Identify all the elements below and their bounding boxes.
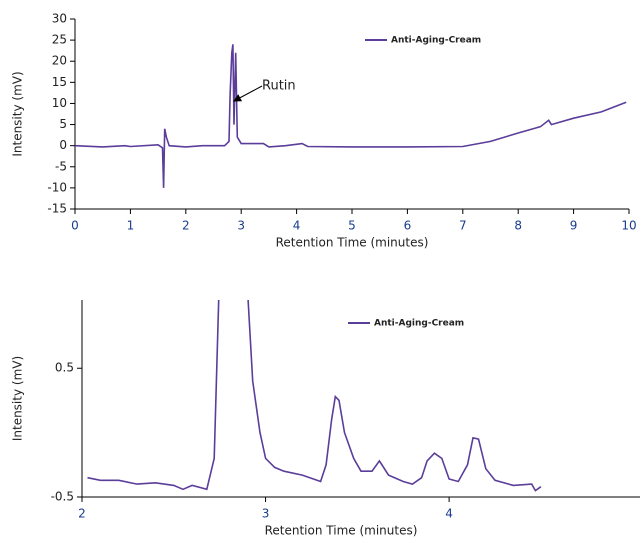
x-tick-label: 1 [127, 219, 135, 233]
x-axis-title: Retention Time (minutes) [276, 236, 429, 250]
x-tick-label: 3 [237, 219, 245, 233]
x-tick-label: 0 [71, 219, 79, 233]
x-tick-label: 3 [262, 507, 270, 521]
x-tick-label: 2 [78, 507, 86, 521]
x-tick-label: 7 [459, 219, 467, 233]
y-axis-title: Intensity (mV) [11, 71, 25, 156]
y-axis-title: Intensity (mV) [11, 356, 25, 441]
y-tick-label: -0.5 [51, 490, 74, 504]
annotation-arrow [233, 85, 263, 102]
x-tick-label: 10 [621, 219, 636, 233]
x-tick-label: 5 [348, 219, 356, 233]
y-tick-label: 0 [59, 138, 67, 152]
y-tick-label: 10 [52, 96, 67, 110]
x-tick-label: 2 [182, 219, 190, 233]
y-tick-label: -10 [47, 180, 67, 194]
x-tick-label: 6 [404, 219, 412, 233]
x-axis-title: Retention Time (minutes) [265, 524, 418, 538]
legend-label: Anti-Aging-Cream [374, 319, 464, 329]
y-tick-label: 20 [52, 54, 67, 68]
y-tick-label: 30 [52, 12, 67, 26]
y-tick-label: 0.5 [55, 361, 74, 375]
y-tick-label: 5 [59, 117, 67, 131]
x-tick-label: 8 [514, 219, 522, 233]
legend-label: Anti-Aging-Cream [391, 36, 481, 46]
x-tick-label: 4 [293, 219, 301, 233]
series-line [75, 44, 627, 188]
y-tick-label: -15 [47, 202, 67, 216]
y-tick-label: 25 [52, 33, 67, 47]
x-tick-label: 9 [570, 219, 578, 233]
y-tick-label: -5 [55, 159, 67, 173]
x-tick-label: 4 [445, 507, 453, 521]
y-tick-label: 15 [52, 75, 67, 89]
annotation: Rutin [262, 79, 296, 94]
series-line [87, 300, 542, 492]
